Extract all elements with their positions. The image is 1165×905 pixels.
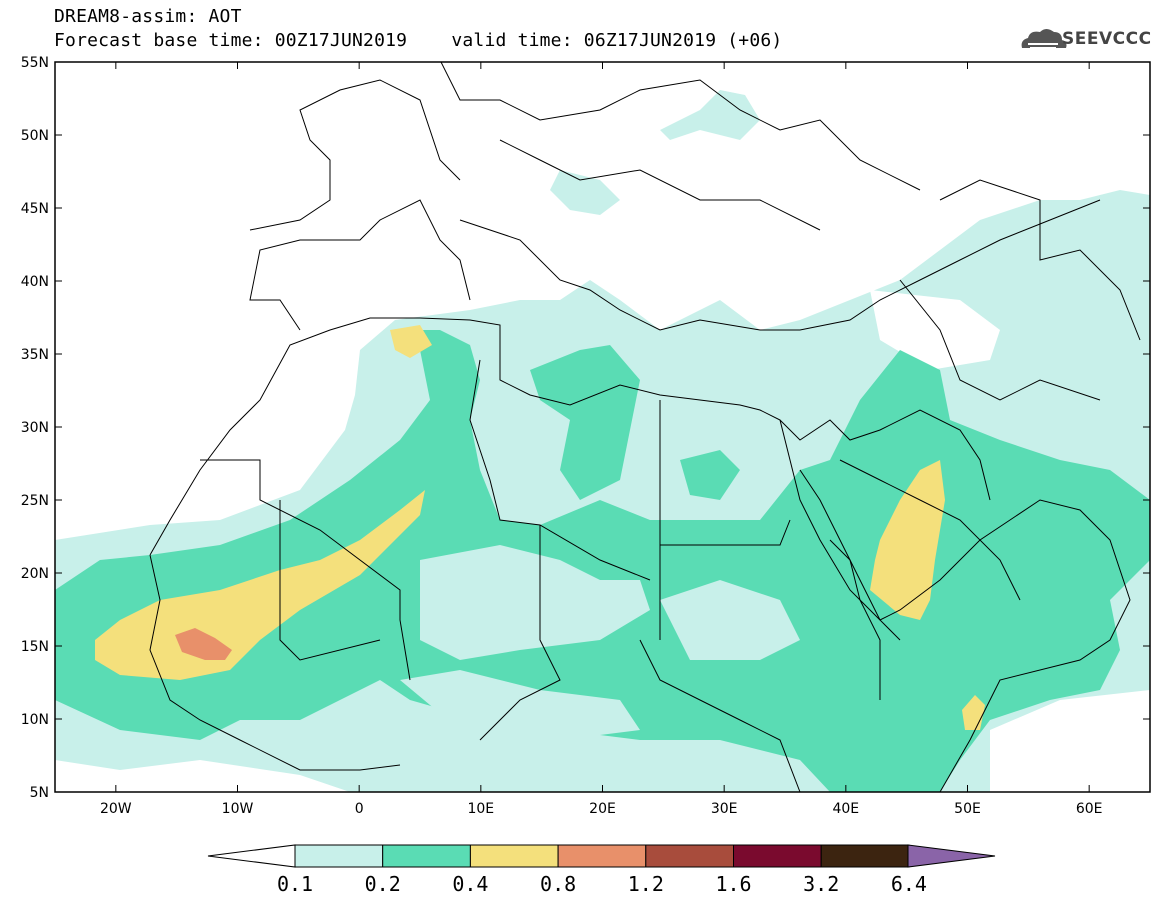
aot-level-4 <box>175 628 232 660</box>
aot-level-1 <box>550 170 620 215</box>
aot-level-1 <box>660 580 800 660</box>
border <box>200 459 411 681</box>
lon-tick-label: 10W <box>222 801 254 817</box>
colorbar <box>207 844 996 868</box>
lat-tick-label: 35N <box>21 347 49 363</box>
lat-tick-label: 55N <box>21 55 49 71</box>
coastline <box>459 199 1101 331</box>
colorbar-label: 6.4 <box>890 872 927 896</box>
lat-tick-label: 50N <box>21 128 49 144</box>
aot-field <box>55 62 1150 792</box>
aot-level-3 <box>390 325 432 358</box>
aot-level-1 <box>660 90 760 140</box>
lat-tick-label: 15N <box>21 639 49 655</box>
lon-tick-label: 20E <box>589 801 616 817</box>
colorbar-swatch <box>557 844 647 868</box>
aot-level-3 <box>870 460 945 620</box>
coastline <box>249 79 461 231</box>
lon-tick-label: 10E <box>467 801 494 817</box>
lat-tick-label: 30N <box>21 420 49 436</box>
colorbar-low-arrow <box>207 844 296 868</box>
colorbar-label: 0.1 <box>276 872 314 896</box>
aot-level-2 <box>680 450 740 500</box>
aot-level-1 <box>400 670 640 740</box>
colorbar-swatch <box>294 844 384 868</box>
coastlines <box>149 62 1141 792</box>
border <box>469 359 651 581</box>
coastline <box>149 554 401 771</box>
lat-tick-label: 20N <box>21 566 49 582</box>
colorbar-label: 0.4 <box>452 872 489 896</box>
border <box>899 279 1101 401</box>
latitude-axis: 55N 50N 45N 40N 35N 30N 25N 20N 15N 10N 5N <box>21 55 1150 801</box>
lat-tick-label: 25N <box>21 493 49 509</box>
base-time-label: Forecast base time: 00Z17JUN2019 <box>54 30 408 51</box>
lat-tick-label: 45N <box>21 201 49 217</box>
colorbar-label: 1.2 <box>627 872 664 896</box>
border <box>939 179 1141 341</box>
border <box>279 500 381 661</box>
lon-tick-label: 40E <box>832 801 859 817</box>
border <box>639 639 801 792</box>
lon-tick-label: 50E <box>954 801 981 817</box>
colorbar-label: 3.2 <box>803 872 840 896</box>
colorbar-swatch <box>382 844 471 868</box>
valid-time-label: valid time: 06Z17JUN2019 (+06) <box>451 30 783 51</box>
lon-tick-label: 0 <box>355 801 364 817</box>
lon-tick-label: 20W <box>100 801 132 817</box>
colorbar-swatch <box>469 844 559 868</box>
colorbar-label: 1.6 <box>715 872 752 896</box>
colorbar-label: 0.8 <box>540 872 577 896</box>
colorbar-label: 0.2 <box>364 872 401 896</box>
aot-hole <box>870 290 1000 370</box>
colorbar-high-arrow <box>907 844 996 868</box>
lat-tick-label: 10N <box>21 712 49 728</box>
border <box>839 459 1021 601</box>
colorbar-swatch <box>733 844 822 868</box>
coastline <box>249 199 471 331</box>
colorbar-swatch <box>645 844 734 868</box>
cloud-icon <box>1021 29 1067 49</box>
colorbar-swatch <box>820 844 910 868</box>
seevccc-logo-text: SEEVCCC <box>1062 29 1152 49</box>
aot-level-3 <box>95 490 425 680</box>
lon-tick-label: 30E <box>711 801 738 817</box>
aot-hole <box>55 760 350 792</box>
coastline <box>829 539 881 700</box>
border <box>660 519 791 546</box>
aot-level-2 <box>530 345 640 500</box>
lat-tick-label: 5N <box>30 785 49 801</box>
time-info: Forecast base time: 00Z17JUN2019 valid t… <box>54 30 782 51</box>
aot-hole <box>990 690 1150 792</box>
lat-tick-label: 40N <box>21 274 49 290</box>
lon-tick-label: 60E <box>1076 801 1103 817</box>
aot-level-1 <box>420 545 650 660</box>
longitude-axis: 20W 10W 0 10E 20E 30E 40E 50E 60E <box>100 62 1103 817</box>
map-title: DREAM8-assim: AOT <box>54 6 242 27</box>
border <box>479 525 561 741</box>
border <box>499 139 821 231</box>
border <box>440 62 921 191</box>
coastline <box>779 409 991 501</box>
